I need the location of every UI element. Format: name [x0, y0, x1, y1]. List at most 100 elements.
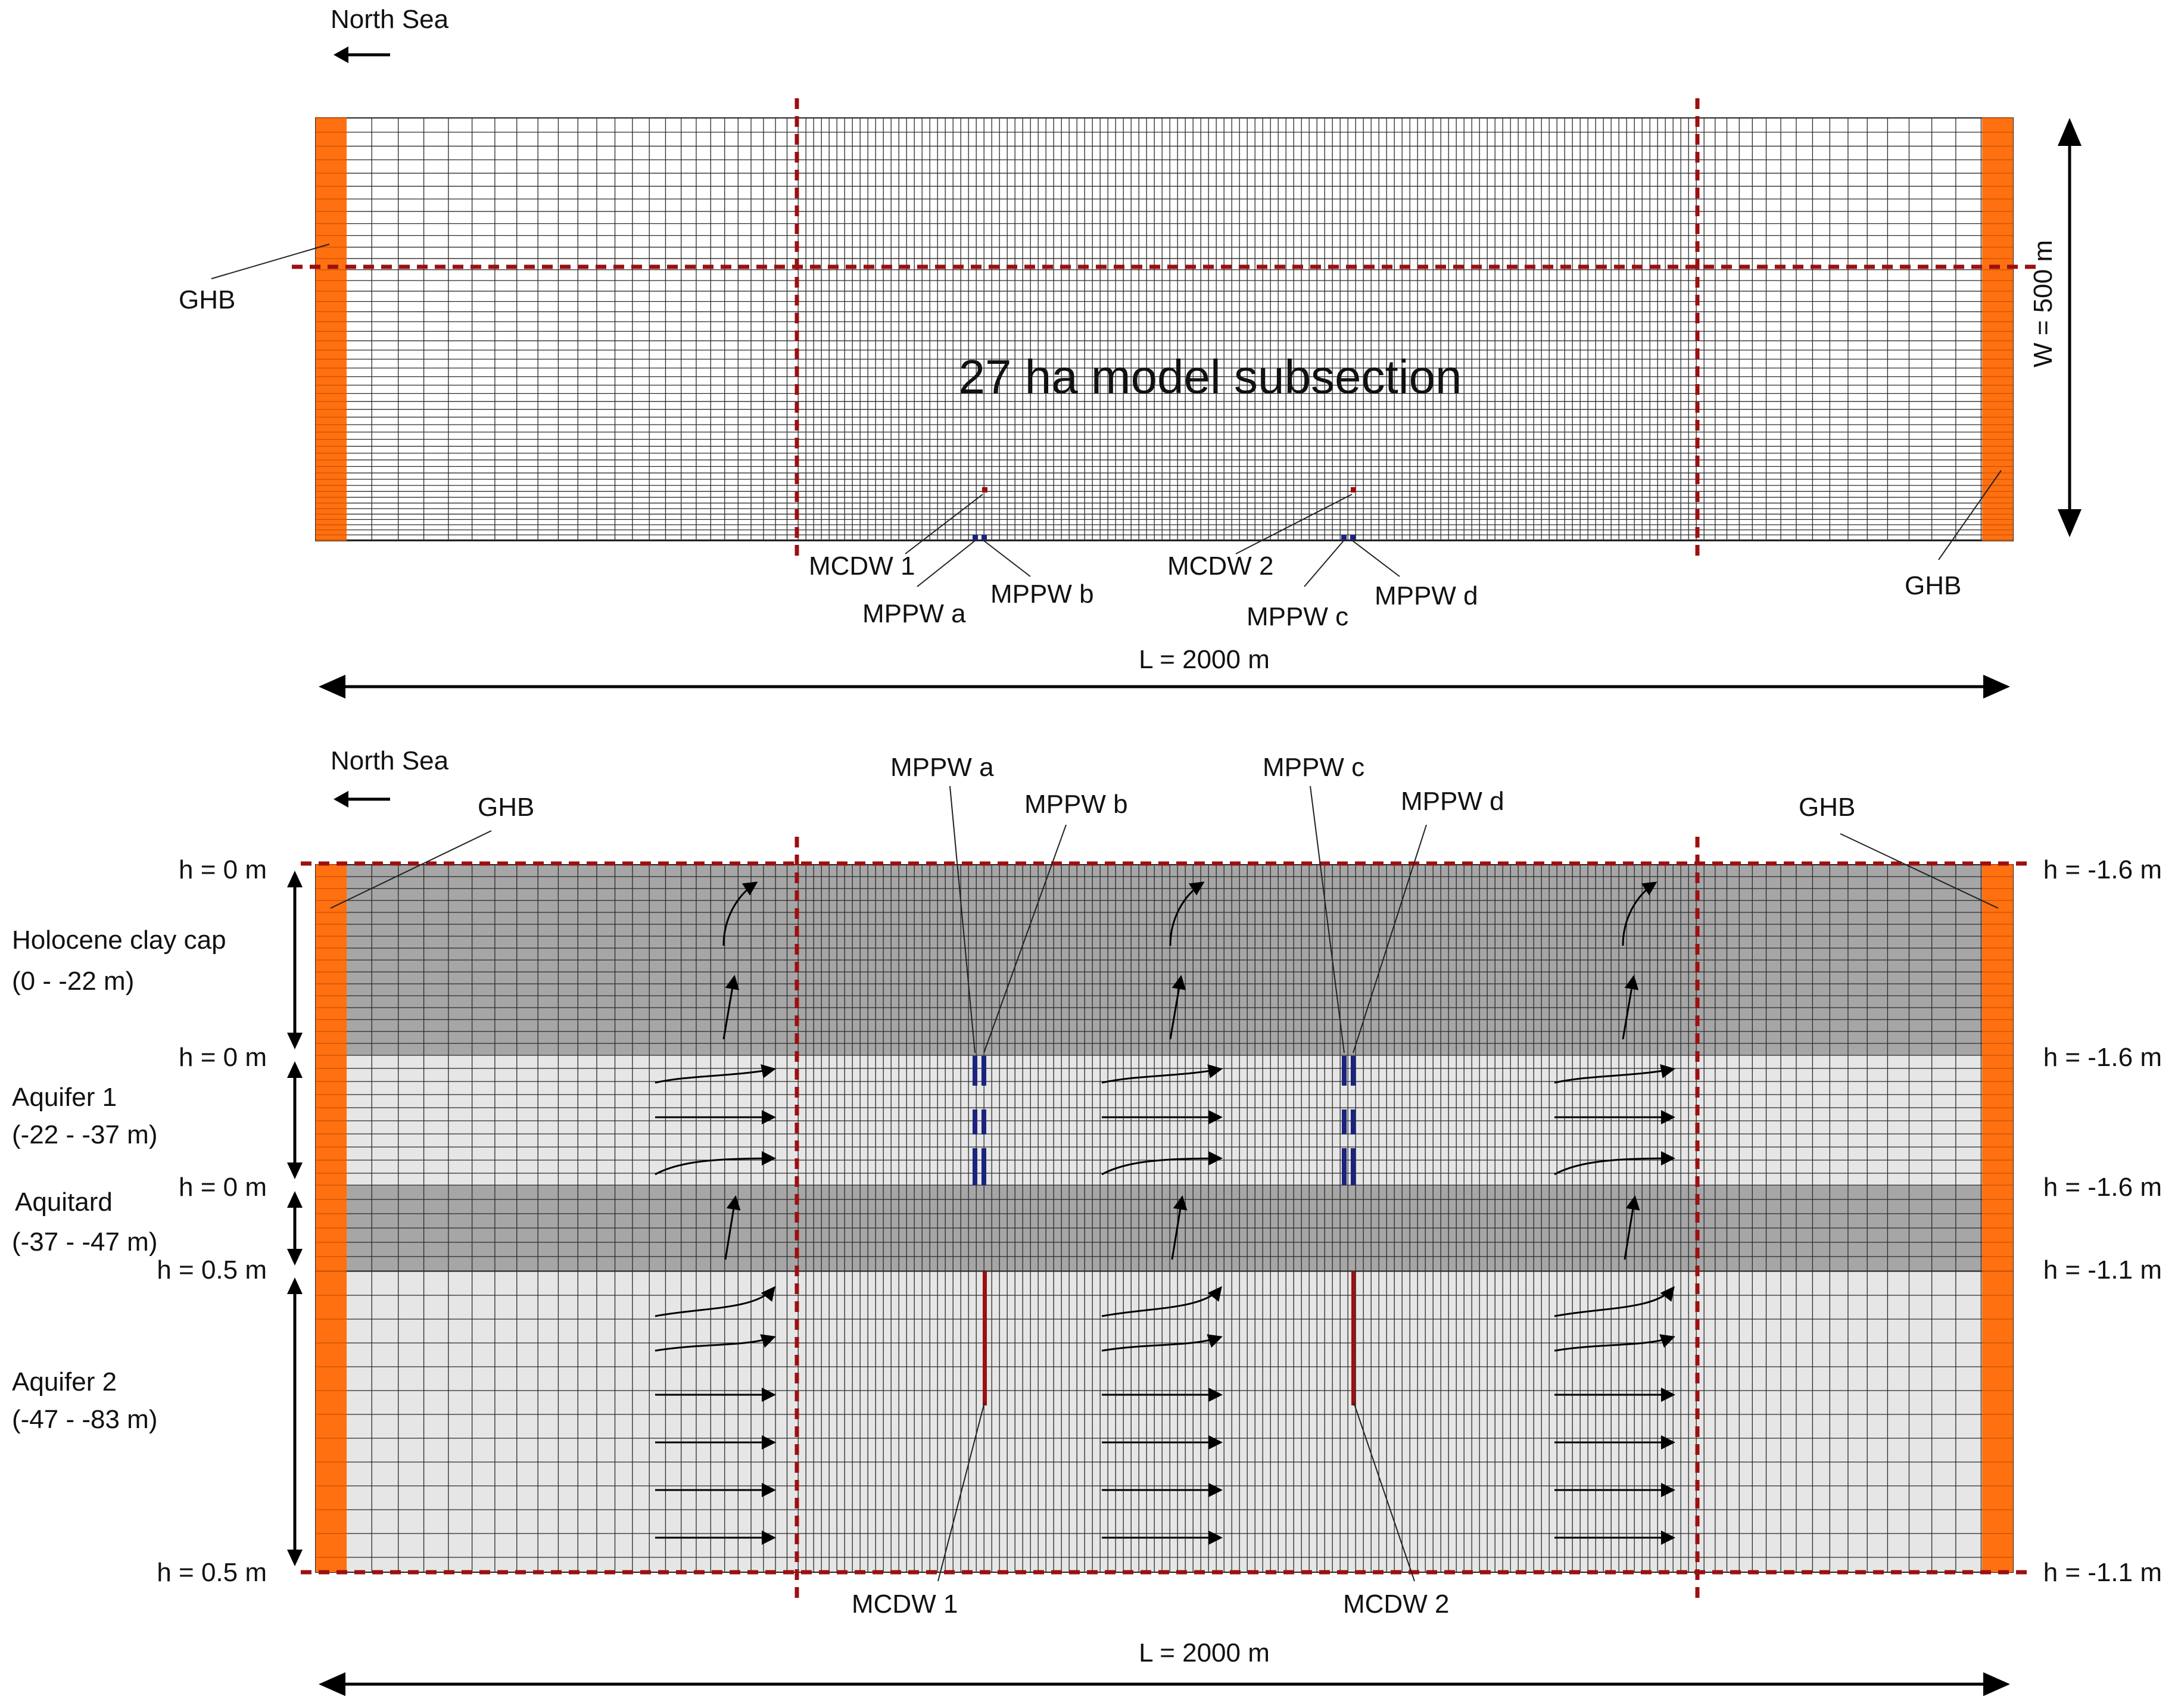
- flow-arrow-curved: [1554, 1334, 1675, 1352]
- plan-mppw-b-label: MPPW b: [990, 579, 1094, 609]
- head-right-clay-base: h = -1.6 m: [2043, 1043, 2162, 1072]
- plan-length-label: L = 2000 m: [1139, 645, 1270, 674]
- xs-mcdw2-well: [1351, 1271, 1356, 1405]
- flow-arrow-curved: [1101, 1151, 1223, 1176]
- plan-leader-mppw-d: [1352, 540, 1400, 577]
- head-right-aquifer1-base: h = -1.6 m: [2043, 1173, 2162, 1202]
- flow-arrow-up: [1624, 1195, 1640, 1260]
- plan-leader-mppw-b: [983, 540, 1031, 577]
- arrow-up-icon: [287, 1277, 303, 1294]
- plan-grid-area: [315, 117, 2014, 541]
- xs-mppw-a-well: [973, 1056, 977, 1185]
- flow-arrow-curved-up: [1622, 881, 1657, 946]
- plan-north-sea-label: North Sea: [331, 5, 449, 34]
- plan-ghb-left-boundary: [316, 117, 347, 541]
- xs-layer-thickness-arrows: [287, 871, 303, 1566]
- xs-mppw-d-well: [1351, 1056, 1356, 1185]
- plan-mppw-d-marker: [1350, 535, 1356, 540]
- plan-leader-ghb-right: [1938, 470, 2002, 560]
- plan-length-dimension: [319, 675, 2010, 699]
- layer-aquifer-1: [316, 1055, 2013, 1185]
- xs-mppw-b-well: [981, 1056, 986, 1185]
- arrow-up-icon: [287, 1191, 303, 1208]
- flow-arrow-up: [1169, 975, 1186, 1040]
- xs-length-label: L = 2000 m: [1139, 1638, 1270, 1668]
- flow-arrow-curved: [1101, 1334, 1223, 1352]
- head-right-bottom: h = -1.1 m: [2043, 1558, 2162, 1587]
- head-right-top: h = -1.6 m: [2043, 855, 2162, 884]
- flow-arrow-curved: [1554, 1151, 1675, 1176]
- xs-ghb-left-boundary: [316, 864, 347, 1572]
- xs-leader-mcdw2: [1353, 1402, 1415, 1582]
- xs-mppw-c-label: MPPW c: [1263, 753, 1364, 782]
- layer-range-aquitard: (-37 - -47 m): [12, 1227, 157, 1257]
- arrow-down-icon: [287, 1033, 303, 1049]
- xs-leader-mcdw1: [937, 1402, 985, 1582]
- xs-leader-mppw-c: [1310, 786, 1345, 1054]
- arrow-up-icon: [287, 1061, 303, 1078]
- layer-range-holocene: (0 - -22 m): [12, 967, 134, 996]
- plan-width-label: W = 500 m: [2029, 240, 2058, 367]
- flow-arrow-up: [1622, 975, 1639, 1040]
- flow-arrow-curved-up: [722, 881, 758, 946]
- xs-mppw-d-label: MPPW d: [1401, 787, 1504, 816]
- xs-ghb-right-label: GHB: [1799, 793, 1855, 822]
- plan-view: North Sea 27 ha model subsection: [179, 5, 2082, 699]
- plan-north-sea-arrow-icon: [334, 46, 390, 63]
- head-left-aquitard-base: h = 0.5 m: [157, 1255, 267, 1285]
- arrow-down-icon: [287, 1249, 303, 1266]
- plan-leader-ghb-left: [211, 244, 330, 279]
- layer-label-holocene: Holocene clay cap: [12, 925, 226, 955]
- layer-label-aquifer-1: Aquifer 1: [12, 1083, 117, 1112]
- flow-arrow-up: [722, 975, 740, 1040]
- xs-mcdw1-well: [983, 1271, 987, 1405]
- plan-leader-mppw-c: [1304, 540, 1344, 587]
- xs-leader-mppw-b: [983, 824, 1067, 1054]
- plan-mppw-b-marker: [981, 535, 987, 540]
- arrow-up-icon: [287, 871, 303, 887]
- plan-width-dimension: [2058, 118, 2082, 537]
- flow-arrow-curved: [655, 1286, 775, 1317]
- layer-aquifer-2: [316, 1271, 2013, 1572]
- plan-leader-mppw-a: [917, 540, 976, 587]
- xs-mppw-c-well: [1342, 1056, 1347, 1185]
- head-left-bottom: h = 0.5 m: [157, 1558, 267, 1587]
- xs-ghb-right-boundary: [1982, 864, 2013, 1572]
- flow-arrow-up: [724, 1195, 741, 1260]
- xs-ghb-left-label: GHB: [478, 793, 534, 822]
- head-left-aquifer1-base: h = 0 m: [179, 1173, 267, 1202]
- plan-ghb-left-label: GHB: [179, 285, 235, 314]
- xs-north-sea-label: North Sea: [331, 746, 449, 775]
- flow-arrow-curved: [1101, 1286, 1222, 1317]
- plan-leader-mcdw1: [905, 494, 983, 554]
- xs-flow-arrows: [655, 881, 1675, 1545]
- xs-mppw-a-label: MPPW a: [890, 753, 994, 782]
- cross-section-view: North Sea: [12, 746, 2162, 1696]
- flow-arrow-curved: [1554, 1286, 1675, 1317]
- flow-arrow-curved: [1554, 1064, 1675, 1084]
- plan-mcdw1-marker: [982, 487, 987, 493]
- head-right-aquitard-base: h = -1.1 m: [2043, 1255, 2162, 1285]
- flow-arrow-curved: [655, 1334, 776, 1352]
- flow-arrow-curved: [655, 1151, 776, 1176]
- layer-label-aquifer-2: Aquifer 2: [12, 1367, 117, 1397]
- head-left-top: h = 0 m: [179, 855, 267, 884]
- arrow-down-icon: [287, 1550, 303, 1566]
- xs-length-dimension: [319, 1672, 2010, 1696]
- plan-leader-mcdw2: [1235, 494, 1353, 554]
- xs-leader-mppw-d: [1353, 824, 1427, 1054]
- plan-mppw-a-label: MPPW a: [862, 599, 966, 628]
- xs-leader-ghb-right: [1840, 833, 1999, 909]
- flow-arrow-curved: [655, 1064, 776, 1084]
- layer-label-aquitard: Aquitard: [15, 1188, 113, 1217]
- xs-mcdw2-label: MCDW 2: [1343, 1589, 1449, 1619]
- plan-mppw-d-label: MPPW d: [1375, 581, 1478, 610]
- layer-range-aquifer-1: (-22 - -37 m): [12, 1120, 157, 1149]
- xs-mppw-b-label: MPPW b: [1024, 790, 1128, 819]
- xs-north-sea-arrow-icon: [334, 791, 390, 808]
- plan-mcdw2-label: MCDW 2: [1167, 551, 1273, 581]
- plan-mcdw1-label: MCDW 1: [809, 551, 915, 581]
- xs-model-grid: [315, 864, 2014, 1572]
- arrow-down-icon: [287, 1162, 303, 1179]
